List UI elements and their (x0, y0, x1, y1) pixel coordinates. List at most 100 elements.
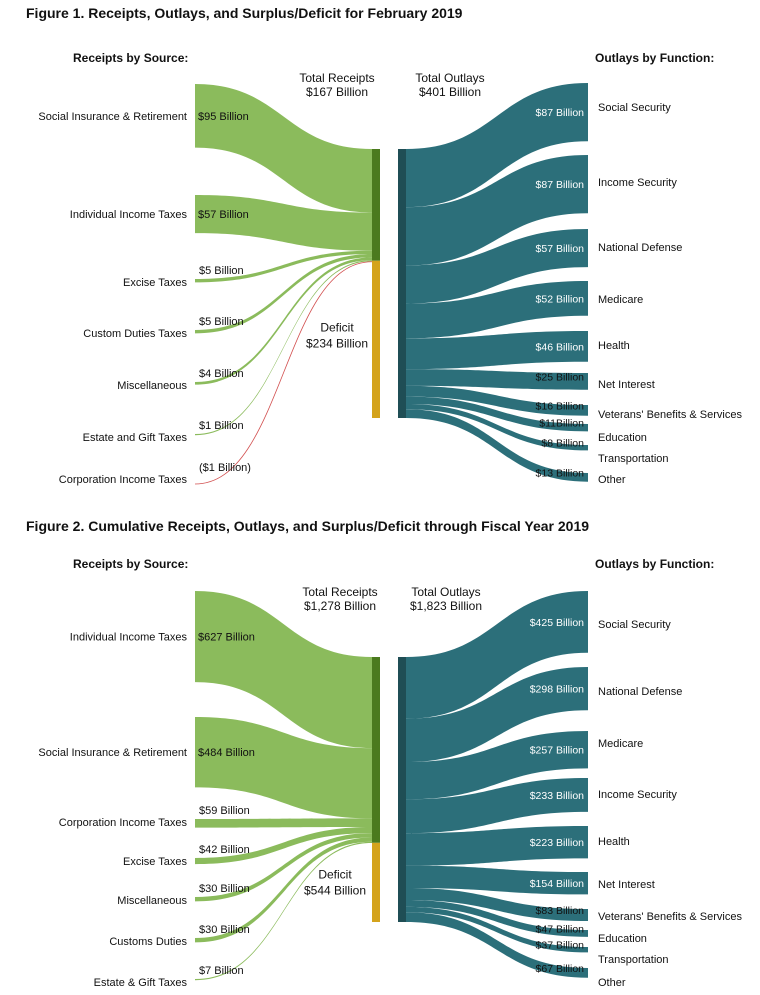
fig1-outlay-medicare-flow (406, 281, 588, 339)
fig2-outlays-heading: Outlays by Function: (595, 557, 714, 571)
fig2-receipt-estate-gift-taxes-value: $7 Billion (199, 965, 244, 977)
fig1-outlay-other-flow (406, 409, 588, 482)
figure-2-sankey: Receipts by Source: Outlays by Function: T… (38, 557, 742, 989)
fig1-total-outlays-value: $401 Billion (419, 85, 481, 99)
fig1-outlay-veterans-benefits-services-value: $16 Billion (536, 400, 585, 412)
figure-1-sankey: Receipts by Source: Outlays by Function: T… (38, 51, 742, 486)
fig2-outlay-education-name: Education (598, 933, 647, 945)
fig2-outlay-social-security-value: $425 Billion (530, 617, 584, 629)
fig1-outlay-income-security-name: Income Security (598, 177, 677, 189)
fig2-outlay-medicare-value: $257 Billion (530, 745, 584, 757)
fig2-total-outlays-value: $1,823 Billion (410, 599, 482, 613)
fig2-deficit-bar (372, 842, 380, 922)
fig1-receipt-miscellaneous-flow (195, 257, 372, 385)
fig2-total-outlays-label: Total Outlays (411, 585, 480, 599)
fig1-receipt-individual-income-taxes-flow (195, 195, 372, 251)
fig2-receipt-social-insurance-retirement-name: Social Insurance & Retirement (38, 747, 187, 759)
fig2-outlay-social-security-flow (406, 591, 588, 719)
fig1-receipt-individual-income-taxes-value: $57 Billion (198, 209, 249, 221)
fig2-outlay-net-interest-flow (406, 865, 588, 895)
fig2-outlay-national-defense-flow (406, 667, 588, 763)
fig1-receipt-custom-duties-taxes-flow (195, 254, 372, 334)
fig2-outlay-transportation-value: $37 Billion (536, 940, 585, 952)
fig1-outlay-national-defense-flow (406, 229, 588, 304)
fig1-outlay-veterans-benefits-services-name: Veterans' Benefits & Services (598, 409, 742, 421)
figure-1-title: Figure 1. Receipts, Outlays, and Surplus… (26, 5, 463, 21)
fig2-receipt-excise-taxes-name: Excise Taxes (123, 856, 187, 868)
fig2-receipt-miscellaneous-flow (195, 833, 372, 902)
fig1-receipt-corporation-income-taxes-name: Corporation Income Taxes (59, 474, 188, 486)
fig1-outlay-social-security-name: Social Security (598, 102, 671, 114)
fig1-outlay-health-value: $46 Billion (536, 341, 585, 353)
fig2-receipt-excise-taxes-value: $42 Billion (199, 844, 250, 856)
fig2-outlays-bar (398, 657, 406, 922)
fig2-outlay-health-name: Health (598, 836, 630, 848)
fig2-outlay-transportation-flow (406, 906, 588, 953)
fig1-receipts-heading: Receipts by Source: (73, 51, 188, 65)
fig1-deficit-label: Deficit (320, 321, 354, 335)
fig2-total-receipts-label: Total Receipts (302, 585, 377, 599)
fig2-outlay-net-interest-value: $154 Billion (530, 878, 584, 890)
fig2-receipt-social-insurance-retirement-flow (195, 717, 372, 819)
fig2-outlay-income-security-flow (406, 778, 588, 834)
fig1-receipt-social-insurance-retirement-flow (195, 84, 372, 213)
fig1-outlay-other-value: $13 Billion (536, 467, 585, 479)
fig2-outlay-national-defense-name: National Defense (598, 686, 682, 698)
fig2-outlay-income-security-name: Income Security (598, 789, 677, 801)
fig1-outlay-other-name: Other (598, 474, 626, 486)
fig1-receipt-miscellaneous-value: $4 Billion (199, 368, 244, 380)
fig2-receipt-individual-income-taxes-name: Individual Income Taxes (70, 632, 188, 644)
fig2-deficit-label: Deficit (318, 867, 352, 881)
fig1-receipt-miscellaneous-name: Miscellaneous (117, 380, 187, 392)
fig2-receipt-miscellaneous-name: Miscellaneous (117, 895, 187, 907)
fig1-outlay-medicare-value: $52 Billion (536, 293, 585, 305)
fig1-outlays-heading: Outlays by Function: (595, 51, 714, 65)
fig2-outlay-veterans-benefits-services-name: Veterans' Benefits & Services (598, 911, 742, 923)
fig1-deficit-value: $234 Billion (306, 337, 368, 351)
fig1-outlay-national-defense-value: $57 Billion (536, 243, 585, 255)
fig2-deficit-value: $544 Billion (304, 883, 366, 897)
fig2-outlay-other-name: Other (598, 977, 626, 989)
fig2-outlay-veterans-benefits-services-flow (406, 888, 588, 922)
fig1-outlay-transportation-value: $8 Billion (541, 438, 584, 450)
fig1-outlay-income-security-value: $87 Billion (536, 179, 585, 191)
figure-1: Figure 1. Receipts, Outlays, and Surplus… (26, 5, 742, 486)
fig2-outlay-education-flow (406, 900, 588, 937)
fig2-receipt-customs-duties-value: $30 Billion (199, 924, 250, 936)
fig1-receipt-custom-duties-taxes-name: Custom Duties Taxes (83, 328, 187, 340)
fig1-receipt-excise-taxes-value: $5 Billion (199, 265, 244, 277)
fig2-total-receipts-value: $1,278 Billion (304, 599, 376, 613)
fig1-outlay-education-value: $11Billion (539, 418, 584, 430)
fig2-receipt-corporation-income-taxes-value: $59 Billion (199, 805, 250, 817)
figure-2: Figure 2. Cumulative Receipts, Outlays, … (0, 510, 760, 995)
fig1-receipt-estate-and-gift-taxes-value: $1 Billion (199, 420, 244, 432)
fig1-receipt-excise-taxes-name: Excise Taxes (123, 277, 187, 289)
fig1-receipts-bar (372, 149, 380, 261)
fig1-outlay-national-defense-name: National Defense (598, 242, 682, 254)
fig1-receipt-social-insurance-retirement-value: $95 Billion (198, 111, 249, 123)
fig2-outlay-veterans-benefits-services-value: $83 Billion (536, 905, 585, 917)
fig2-outlay-national-defense-value: $298 Billion (530, 684, 584, 696)
fig1-receipt-corporation-income-taxes-value: ($1 Billion) (199, 462, 251, 474)
fig1-outlay-education-name: Education (598, 432, 647, 444)
fig1-outlay-net-interest-name: Net Interest (598, 379, 655, 391)
fig2-receipts-bar (372, 657, 380, 843)
fig2-outlay-education-value: $47 Billion (536, 923, 585, 935)
fig1-outlay-transportation-flow (406, 403, 588, 451)
fig2-outlay-income-security-value: $233 Billion (530, 790, 584, 802)
fig1-receipt-excise-taxes-flow (195, 250, 372, 283)
fig2-receipt-estate-gift-taxes-name: Estate & Gift Taxes (94, 977, 188, 989)
fig1-outlay-net-interest-value: $25 Billion (536, 371, 585, 383)
fig2-outlay-transportation-name: Transportation (598, 954, 669, 966)
fig2-receipt-excise-taxes-flow (195, 826, 372, 865)
fig1-receipt-custom-duties-taxes-value: $5 Billion (199, 316, 244, 328)
fig2-outlay-social-security-name: Social Security (598, 619, 671, 631)
fig2-receipt-individual-income-taxes-flow (195, 591, 372, 749)
fig1-outlay-income-security-flow (406, 155, 588, 266)
fig2-receipt-individual-income-taxes-value: $627 Billion (198, 632, 255, 644)
fig2-receipt-corporation-income-taxes-name: Corporation Income Taxes (59, 817, 188, 829)
fig2-outlay-medicare-name: Medicare (598, 738, 643, 750)
fig2-outlay-medicare-flow (406, 731, 588, 800)
fig2-receipt-customs-duties-name: Customs Duties (109, 936, 187, 948)
fig2-outlay-other-value: $67 Billion (536, 963, 585, 975)
